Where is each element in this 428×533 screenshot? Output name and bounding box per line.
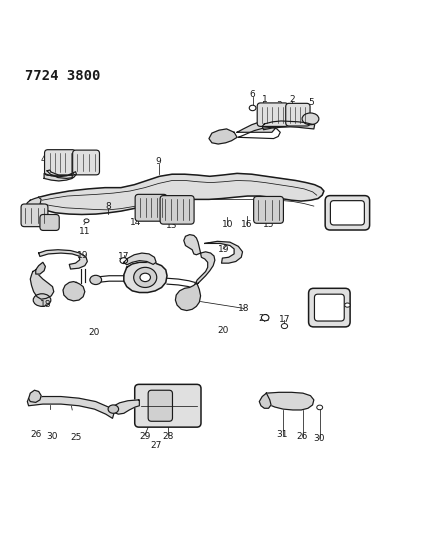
Polygon shape bbox=[124, 262, 167, 293]
Text: 3: 3 bbox=[276, 101, 282, 109]
Text: 24: 24 bbox=[338, 308, 349, 317]
Text: 10: 10 bbox=[222, 220, 233, 229]
FancyBboxPatch shape bbox=[257, 103, 288, 126]
FancyBboxPatch shape bbox=[135, 195, 167, 221]
Polygon shape bbox=[184, 235, 201, 255]
Text: 19: 19 bbox=[217, 245, 229, 254]
Text: 18: 18 bbox=[238, 304, 250, 313]
Polygon shape bbox=[262, 121, 315, 130]
Polygon shape bbox=[47, 170, 77, 179]
Text: 15: 15 bbox=[263, 220, 274, 229]
Ellipse shape bbox=[281, 324, 288, 328]
FancyBboxPatch shape bbox=[135, 384, 201, 427]
Polygon shape bbox=[237, 120, 276, 132]
Ellipse shape bbox=[345, 303, 350, 307]
Polygon shape bbox=[264, 392, 314, 410]
Ellipse shape bbox=[120, 257, 128, 263]
FancyBboxPatch shape bbox=[286, 103, 310, 126]
Ellipse shape bbox=[33, 294, 51, 306]
Text: 6: 6 bbox=[250, 90, 256, 99]
Text: 5: 5 bbox=[90, 155, 96, 164]
Text: 27: 27 bbox=[150, 441, 162, 450]
Text: 26: 26 bbox=[297, 432, 308, 441]
FancyBboxPatch shape bbox=[315, 294, 344, 321]
Text: 28: 28 bbox=[162, 432, 173, 441]
Ellipse shape bbox=[249, 105, 256, 111]
FancyBboxPatch shape bbox=[325, 196, 370, 230]
Polygon shape bbox=[209, 129, 237, 144]
Polygon shape bbox=[113, 400, 140, 414]
Text: 4: 4 bbox=[41, 155, 46, 164]
Text: 13: 13 bbox=[166, 221, 178, 230]
Text: 8: 8 bbox=[105, 203, 111, 212]
FancyBboxPatch shape bbox=[309, 288, 350, 327]
Polygon shape bbox=[30, 270, 54, 299]
Text: 21: 21 bbox=[259, 314, 270, 324]
Text: 7724 3800: 7724 3800 bbox=[25, 69, 101, 83]
Text: 11: 11 bbox=[79, 227, 91, 236]
Text: 9: 9 bbox=[156, 157, 161, 166]
FancyBboxPatch shape bbox=[254, 197, 283, 223]
Text: 12: 12 bbox=[44, 223, 55, 231]
Text: 2: 2 bbox=[289, 95, 295, 104]
Text: 2: 2 bbox=[74, 155, 79, 164]
FancyBboxPatch shape bbox=[148, 390, 172, 421]
Polygon shape bbox=[29, 390, 41, 402]
Text: 30: 30 bbox=[47, 432, 58, 441]
Polygon shape bbox=[25, 197, 41, 210]
FancyBboxPatch shape bbox=[45, 150, 76, 175]
Text: 22: 22 bbox=[342, 212, 354, 221]
Text: 23: 23 bbox=[311, 308, 322, 317]
FancyBboxPatch shape bbox=[21, 204, 48, 227]
Text: 19: 19 bbox=[77, 251, 89, 260]
Text: 1: 1 bbox=[262, 95, 267, 104]
Polygon shape bbox=[44, 173, 72, 181]
Text: 14: 14 bbox=[129, 219, 141, 228]
Text: 30: 30 bbox=[313, 434, 324, 443]
Ellipse shape bbox=[302, 113, 319, 125]
Polygon shape bbox=[175, 282, 201, 311]
Polygon shape bbox=[205, 241, 243, 263]
Ellipse shape bbox=[140, 273, 151, 281]
Polygon shape bbox=[124, 253, 156, 265]
Text: 17: 17 bbox=[279, 315, 290, 324]
Text: 26: 26 bbox=[30, 430, 42, 439]
Polygon shape bbox=[195, 252, 215, 284]
Ellipse shape bbox=[84, 219, 89, 223]
FancyBboxPatch shape bbox=[73, 150, 99, 175]
Text: 17: 17 bbox=[118, 252, 130, 261]
Polygon shape bbox=[27, 397, 114, 418]
Text: 25: 25 bbox=[70, 433, 81, 442]
Ellipse shape bbox=[317, 405, 323, 410]
Text: 5: 5 bbox=[309, 98, 314, 107]
Text: 31: 31 bbox=[276, 430, 288, 439]
Text: 20: 20 bbox=[89, 328, 100, 337]
FancyBboxPatch shape bbox=[330, 200, 364, 225]
Text: 18: 18 bbox=[40, 300, 51, 309]
FancyBboxPatch shape bbox=[40, 214, 59, 230]
Polygon shape bbox=[39, 250, 87, 269]
Text: 7: 7 bbox=[35, 215, 41, 224]
Polygon shape bbox=[259, 393, 271, 408]
FancyBboxPatch shape bbox=[160, 196, 194, 224]
Ellipse shape bbox=[134, 268, 157, 287]
Text: 16: 16 bbox=[241, 220, 253, 229]
Text: 3: 3 bbox=[57, 155, 63, 164]
Ellipse shape bbox=[90, 276, 101, 285]
Polygon shape bbox=[36, 262, 45, 274]
Ellipse shape bbox=[262, 314, 269, 321]
Polygon shape bbox=[35, 173, 324, 214]
Polygon shape bbox=[63, 281, 85, 301]
Ellipse shape bbox=[108, 405, 119, 413]
Text: 29: 29 bbox=[139, 432, 151, 441]
Text: 20: 20 bbox=[217, 326, 229, 335]
